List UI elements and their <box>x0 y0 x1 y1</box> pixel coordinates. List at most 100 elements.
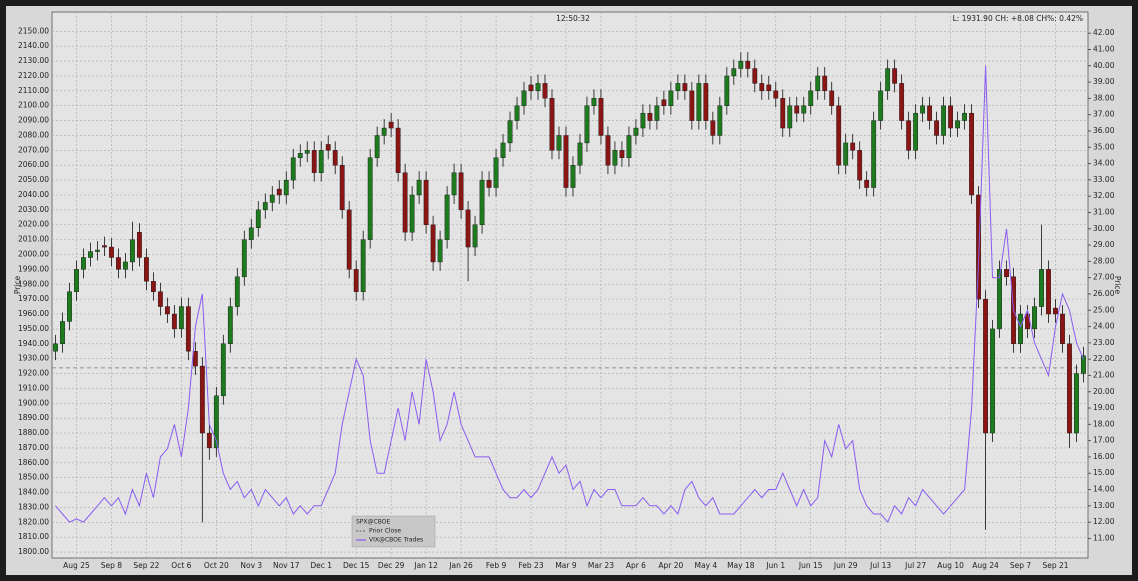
candle-body <box>1039 269 1044 307</box>
y-tick-label: 1950.00 <box>18 324 49 333</box>
y-tick-label: 2040.00 <box>18 190 49 199</box>
x-tick-label: Jan 26 <box>448 561 473 570</box>
y2-tick-label: 24.00 <box>1093 322 1115 331</box>
y-tick-label: 1970.00 <box>18 294 49 303</box>
candle-body <box>437 239 443 263</box>
candle-body <box>689 90 695 121</box>
candle-body <box>1074 373 1079 434</box>
candle-body <box>67 291 72 322</box>
candle-body <box>81 257 86 270</box>
candle-body <box>983 298 988 434</box>
y-tick-label: 1900.00 <box>18 398 49 407</box>
y-tick-label: 2090.00 <box>18 116 49 125</box>
x-tick-label: Mar 9 <box>555 561 577 570</box>
x-tick-label: Jun 15 <box>798 561 823 570</box>
candle-body <box>892 68 898 84</box>
y2-tick-label: 14.00 <box>1093 485 1115 494</box>
candle-body <box>787 105 793 129</box>
y2-tick-label: 17.00 <box>1093 436 1115 445</box>
candle-body <box>227 306 233 344</box>
y-tick-label: 1890.00 <box>18 413 49 422</box>
candle-body <box>899 83 905 121</box>
candle-body <box>759 83 765 92</box>
candle-body <box>745 60 751 69</box>
candle-body <box>339 165 345 211</box>
candle-body <box>570 165 576 188</box>
candle-body <box>367 157 373 240</box>
y2-tick-label: 30.00 <box>1093 224 1115 233</box>
candle-body <box>710 120 716 136</box>
x-tick-label: May 4 <box>695 561 718 570</box>
x-tick-label: May 18 <box>727 561 755 570</box>
y2-tick-label: 26.00 <box>1093 289 1115 298</box>
y2-tick-label: 18.00 <box>1093 419 1115 428</box>
candle-body <box>409 194 415 233</box>
y2-tick-label: 41.00 <box>1093 44 1115 53</box>
x-tick-label: Oct 20 <box>204 561 229 570</box>
candle-body <box>109 246 114 258</box>
candle-body <box>738 60 744 69</box>
candle-body <box>885 68 891 92</box>
candle-body <box>451 172 457 196</box>
candle-body <box>913 112 919 151</box>
candle-body <box>297 153 303 158</box>
candle-body <box>794 105 800 114</box>
candle-body <box>116 257 121 270</box>
candle-body <box>843 142 849 166</box>
candle-body <box>137 231 142 258</box>
candle-body <box>647 112 653 121</box>
legend: SPX@CBOE Prior Close VIX@CBOE Trades <box>351 515 436 548</box>
candle-body <box>717 105 723 136</box>
y-tick-label: 2110.00 <box>18 86 49 95</box>
y-tick-label: 1830.00 <box>18 502 49 511</box>
candle-body <box>990 328 995 434</box>
candle-body <box>724 75 730 106</box>
candle-body <box>920 105 926 114</box>
candle-body <box>836 105 842 166</box>
x-tick-label: Jul 27 <box>904 561 926 570</box>
candle-body <box>465 209 471 248</box>
y2-tick-label: 38.00 <box>1093 93 1115 102</box>
candle-body <box>969 112 974 196</box>
candle-body <box>374 135 380 158</box>
x-tick-label: Dec 29 <box>378 561 405 570</box>
y2-tick-label: 27.00 <box>1093 273 1115 282</box>
candle-body <box>619 150 625 158</box>
candle-body <box>423 179 429 225</box>
candle-body <box>773 90 779 99</box>
x-tick-label: Jun 1 <box>765 561 785 570</box>
y2-tick-label: 16.00 <box>1093 452 1115 461</box>
candle-body <box>703 83 709 121</box>
candle-body <box>262 202 268 211</box>
y2-tick-label: 37.00 <box>1093 110 1115 119</box>
candle-body <box>584 105 590 144</box>
y2-axis-title: Price <box>1113 276 1122 295</box>
y2-tick-label: 15.00 <box>1093 468 1115 477</box>
candle-body <box>780 98 786 129</box>
candle-body <box>395 127 401 173</box>
legend-label: Prior Close <box>369 528 401 535</box>
y-tick-label: 1810.00 <box>18 532 49 541</box>
candle-body <box>962 112 967 121</box>
y-tick-label: 2030.00 <box>18 205 49 214</box>
candle-body <box>507 120 513 144</box>
x-tick-label: Apr 20 <box>658 561 683 570</box>
candle-body <box>500 142 506 158</box>
x-tick-label: Mar 23 <box>588 561 614 570</box>
candle-body <box>1018 313 1023 344</box>
candle-body <box>157 291 163 307</box>
candle-body <box>752 68 758 84</box>
y2-tick-label: 19.00 <box>1093 403 1115 412</box>
y-tick-label: 1940.00 <box>18 339 49 348</box>
y2-tick-label: 28.00 <box>1093 256 1115 265</box>
y2-tick-label: 32.00 <box>1093 191 1115 200</box>
candle-body <box>290 157 296 181</box>
candle-body <box>130 239 135 263</box>
vix-line <box>55 65 1084 524</box>
y-tick-label: 1910.00 <box>18 383 49 392</box>
candle-body <box>171 313 177 330</box>
y-tick-label: 1860.00 <box>18 458 49 467</box>
x-tick-label: Dec 1 <box>310 561 332 570</box>
legend-box <box>351 515 436 548</box>
candle-body <box>444 194 450 240</box>
